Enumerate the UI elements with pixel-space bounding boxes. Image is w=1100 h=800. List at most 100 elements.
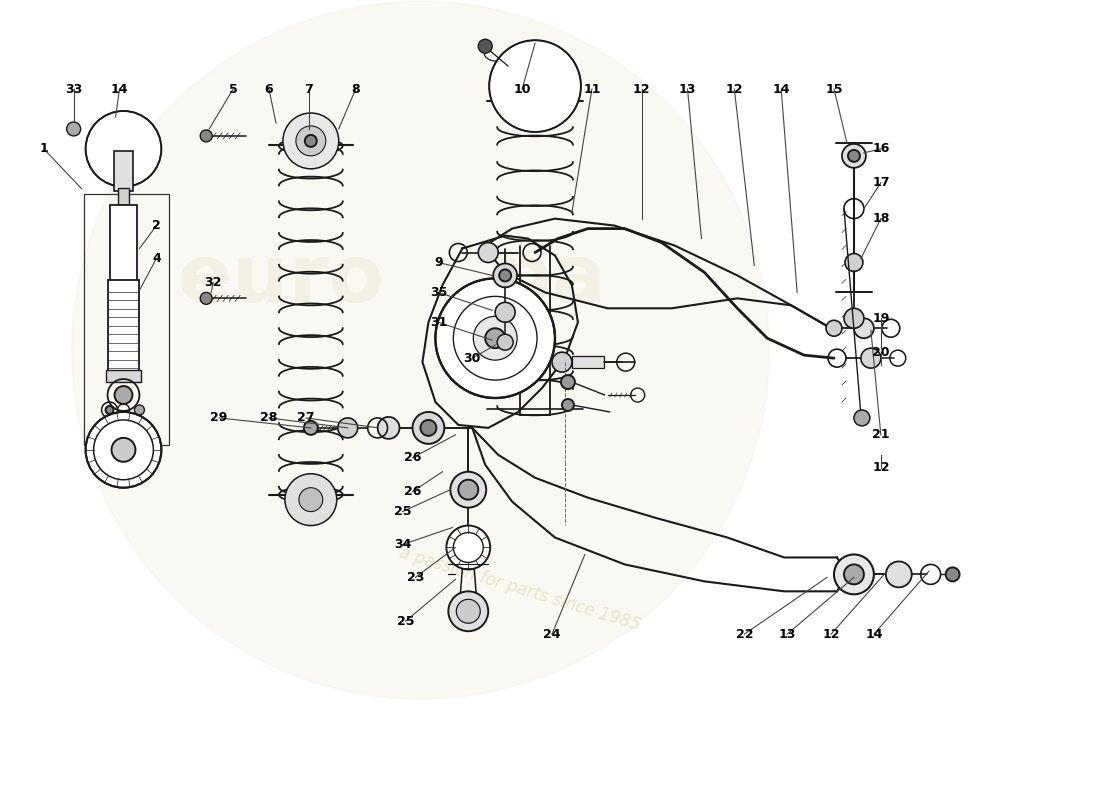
Circle shape — [107, 132, 141, 166]
Text: 28: 28 — [261, 411, 277, 425]
Text: 20: 20 — [872, 346, 890, 358]
Text: 13: 13 — [779, 628, 796, 641]
Text: 34: 34 — [394, 538, 411, 551]
Circle shape — [436, 278, 556, 398]
Text: 14: 14 — [111, 82, 129, 95]
Circle shape — [420, 420, 437, 436]
Circle shape — [946, 567, 959, 582]
Circle shape — [449, 591, 488, 631]
FancyBboxPatch shape — [106, 370, 142, 382]
Circle shape — [285, 474, 337, 526]
Circle shape — [499, 270, 512, 282]
Circle shape — [338, 418, 358, 438]
Circle shape — [450, 472, 486, 508]
FancyBboxPatch shape — [572, 356, 604, 368]
Text: 18: 18 — [872, 212, 890, 225]
Circle shape — [842, 144, 866, 168]
Text: 12: 12 — [823, 628, 839, 641]
Circle shape — [67, 122, 80, 136]
Circle shape — [886, 562, 912, 587]
Text: 10: 10 — [514, 82, 531, 95]
Text: 21: 21 — [872, 428, 890, 442]
Circle shape — [296, 126, 326, 156]
Circle shape — [104, 117, 122, 135]
Circle shape — [552, 352, 572, 372]
Text: 7: 7 — [305, 82, 314, 95]
Text: 15: 15 — [825, 82, 843, 95]
Text: 29: 29 — [210, 411, 228, 425]
Text: 2: 2 — [152, 219, 161, 232]
Circle shape — [517, 68, 553, 104]
Circle shape — [86, 111, 162, 186]
Circle shape — [854, 410, 870, 426]
Circle shape — [111, 438, 135, 462]
Circle shape — [72, 2, 769, 699]
Circle shape — [412, 412, 444, 444]
Circle shape — [114, 386, 132, 404]
Text: a passion for parts since 1985: a passion for parts since 1985 — [397, 544, 642, 634]
Text: 4: 4 — [152, 252, 161, 265]
Text: 19: 19 — [872, 312, 890, 325]
Text: pa: pa — [494, 242, 606, 319]
Text: 14: 14 — [772, 82, 790, 95]
Text: 12: 12 — [726, 82, 744, 95]
Circle shape — [826, 320, 842, 336]
Circle shape — [200, 130, 212, 142]
Circle shape — [834, 554, 873, 594]
Text: 32: 32 — [205, 276, 222, 289]
Text: 33: 33 — [65, 82, 82, 95]
Text: 23: 23 — [407, 571, 425, 584]
Circle shape — [86, 412, 162, 488]
Circle shape — [447, 526, 491, 570]
FancyBboxPatch shape — [108, 281, 140, 372]
Text: 1: 1 — [40, 142, 48, 155]
Circle shape — [456, 599, 481, 623]
Text: 26: 26 — [404, 485, 421, 498]
Text: 27: 27 — [297, 411, 315, 425]
Text: 5: 5 — [229, 82, 238, 95]
Circle shape — [377, 417, 399, 439]
Text: 11: 11 — [583, 82, 601, 95]
Circle shape — [854, 318, 873, 338]
Text: 6: 6 — [265, 82, 273, 95]
Text: 25: 25 — [397, 614, 415, 628]
Text: 30: 30 — [463, 352, 481, 365]
Circle shape — [473, 316, 517, 360]
Text: 9: 9 — [434, 256, 442, 269]
Text: 14: 14 — [865, 628, 882, 641]
Circle shape — [561, 375, 575, 389]
FancyBboxPatch shape — [113, 151, 133, 190]
Circle shape — [478, 242, 498, 262]
Text: 12: 12 — [872, 462, 890, 474]
Text: 24: 24 — [543, 628, 561, 641]
Text: 22: 22 — [736, 628, 754, 641]
Circle shape — [459, 480, 478, 500]
Circle shape — [503, 54, 566, 118]
Text: 35: 35 — [430, 286, 447, 299]
FancyBboxPatch shape — [118, 188, 130, 206]
Text: 31: 31 — [430, 316, 447, 329]
Circle shape — [299, 488, 322, 512]
Circle shape — [134, 405, 144, 415]
Text: 12: 12 — [632, 82, 650, 95]
FancyBboxPatch shape — [110, 205, 138, 282]
Circle shape — [562, 399, 574, 411]
Circle shape — [490, 40, 581, 132]
Circle shape — [495, 302, 515, 322]
Text: 25: 25 — [394, 505, 411, 518]
Circle shape — [497, 334, 513, 350]
Circle shape — [305, 135, 317, 147]
Circle shape — [478, 39, 492, 54]
Text: 8: 8 — [351, 82, 360, 95]
Text: 16: 16 — [872, 142, 890, 155]
Circle shape — [848, 150, 860, 162]
Circle shape — [96, 121, 152, 177]
Circle shape — [861, 348, 881, 368]
Text: 26: 26 — [404, 451, 421, 464]
Text: 17: 17 — [872, 176, 890, 190]
Circle shape — [844, 308, 864, 328]
Circle shape — [106, 406, 113, 414]
Circle shape — [114, 140, 132, 158]
Circle shape — [200, 292, 212, 304]
Circle shape — [283, 113, 339, 169]
